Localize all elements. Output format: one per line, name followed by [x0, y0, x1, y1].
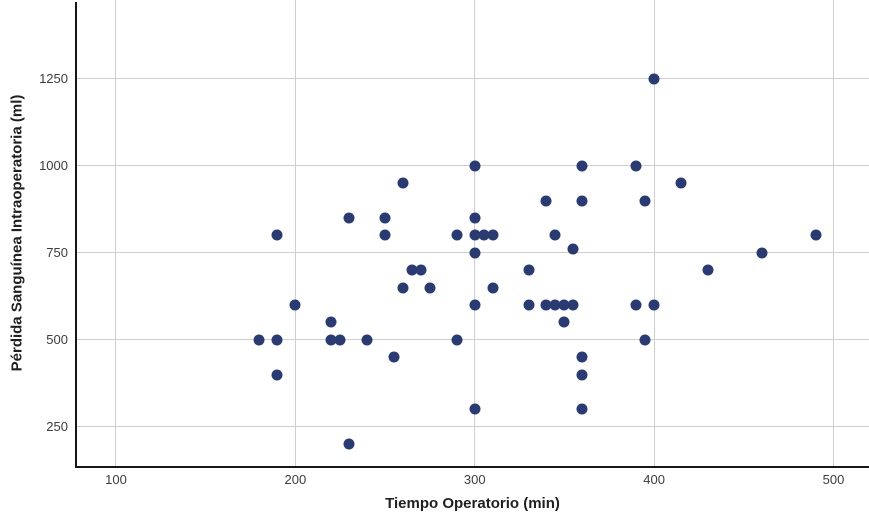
x-tick-label: 100 [105, 472, 127, 487]
data-point [576, 403, 588, 415]
data-point [253, 334, 265, 346]
data-point [343, 212, 355, 224]
data-point [379, 212, 391, 224]
data-point [630, 160, 642, 172]
data-point [639, 334, 651, 346]
data-point [576, 351, 588, 363]
y-axis-title: Pérdida Sanguínea Intraoperatoria (ml) [8, 94, 26, 372]
x-tick-label: 500 [822, 472, 845, 487]
data-point [567, 243, 579, 255]
data-point [648, 299, 660, 311]
data-point [675, 177, 687, 189]
data-point [558, 299, 570, 311]
data-point [540, 299, 552, 311]
x-gridline [832, 0, 834, 467]
x-tick-label: 200 [284, 472, 307, 487]
data-point [325, 334, 337, 346]
y-tick-label: 1000 [39, 157, 68, 173]
data-point [334, 334, 346, 346]
data-point [478, 229, 490, 241]
y-gridline [76, 78, 869, 80]
data-point [397, 282, 409, 294]
data-point [469, 247, 481, 259]
data-point [451, 229, 463, 241]
y-gridline [76, 426, 869, 428]
data-point [487, 229, 499, 241]
data-point [810, 229, 822, 241]
x-axis-line [75, 466, 869, 468]
x-gridline [115, 0, 117, 467]
data-point [469, 212, 481, 224]
data-point [451, 334, 463, 346]
plot-area [76, 0, 869, 467]
y-tick-label: 750 [46, 244, 68, 260]
x-tick-label: 400 [643, 472, 665, 487]
x-gridline [653, 0, 655, 467]
data-point [639, 195, 651, 207]
data-point [379, 229, 391, 241]
data-point [630, 299, 642, 311]
data-point [406, 264, 418, 276]
data-point [523, 264, 535, 276]
data-point [567, 299, 579, 311]
data-point [469, 160, 481, 172]
data-point [271, 369, 283, 380]
data-point [397, 177, 409, 189]
data-point [576, 195, 588, 207]
data-point [424, 282, 436, 294]
data-point [388, 351, 400, 363]
data-point [469, 299, 481, 311]
data-point [576, 369, 588, 380]
x-axis-title: Tiempo Operatorio (min) [385, 495, 560, 512]
data-point [469, 403, 481, 415]
data-point [549, 229, 561, 241]
y-tick-label: 250 [46, 418, 68, 434]
data-point [271, 229, 283, 241]
data-point [289, 299, 301, 311]
data-point [558, 316, 570, 328]
data-point [271, 334, 283, 346]
data-point [343, 438, 355, 450]
data-point [549, 299, 561, 311]
data-point [523, 299, 535, 311]
x-gridline [294, 0, 296, 467]
data-point [487, 282, 499, 294]
x-tick-label: 300 [463, 472, 486, 487]
data-point [756, 247, 768, 259]
data-point [415, 264, 427, 276]
data-point [648, 73, 660, 85]
data-point [325, 316, 337, 328]
y-tick-label: 500 [46, 331, 68, 347]
y-axis-line [75, 2, 77, 467]
data-point [540, 195, 552, 207]
y-tick-label: 1250 [39, 70, 68, 86]
y-gridline [76, 339, 869, 341]
data-point [576, 160, 588, 172]
data-point [469, 229, 481, 241]
data-point [702, 264, 714, 276]
data-point [361, 334, 373, 346]
